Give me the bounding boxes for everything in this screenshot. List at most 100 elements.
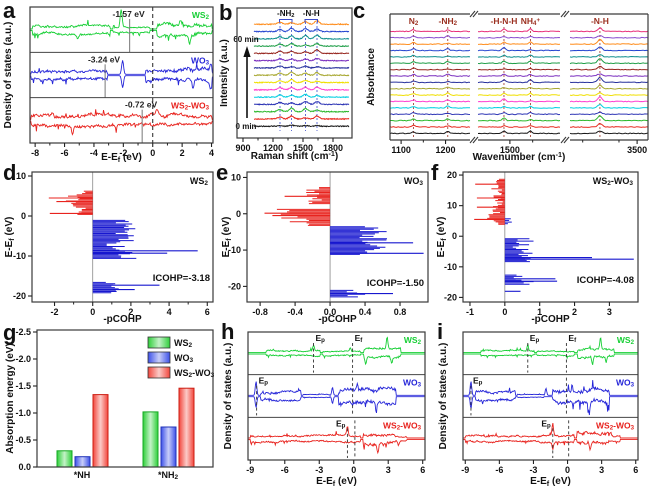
- dos-spin-down-curve: [30, 29, 213, 45]
- y-tick-label: 10: [231, 172, 241, 182]
- dos-spin-up-curve: [463, 337, 638, 354]
- ftir-trace: [477, 117, 561, 122]
- material-label: WS2: [190, 176, 209, 187]
- ftir-trace: [389, 54, 471, 58]
- raman-trace: [253, 42, 350, 48]
- species-label: -NH2: [439, 16, 458, 27]
- x-tick-label: 1800: [323, 143, 343, 153]
- panel-a-letter: a: [3, 0, 16, 23]
- energy-ref-label: Ep: [316, 333, 326, 344]
- ftir-trace: [569, 96, 649, 103]
- dos-spin-down-curve: [30, 120, 213, 136]
- ftir-trace: [389, 73, 471, 77]
- ftir-trace: [477, 87, 561, 90]
- category-label: *NH: [74, 470, 91, 480]
- dos-spin-up-curve: [30, 60, 214, 75]
- dos-spin-up-curve: [463, 423, 638, 439]
- icohp-label: ICOHP=-1.50: [367, 278, 424, 289]
- ftir-trace: [569, 115, 649, 122]
- y-tick-label: -20: [444, 292, 457, 302]
- ftir-trace: [389, 111, 471, 116]
- ftir-trace: [477, 35, 561, 39]
- legend-label: WS2-WO3: [174, 368, 215, 379]
- x-tick-label: 2: [572, 307, 577, 317]
- x-tick-label: -2: [51, 307, 59, 317]
- energy-ref-label: Ep: [259, 376, 269, 387]
- panel-e-frame: [246, 171, 429, 303]
- panel-b-plot: -NH2 -N-H 60 min 0 min 900 1200 1500 1800Raman …: [219, 7, 353, 162]
- energy-ref-label: Ep: [541, 418, 551, 429]
- dos-spin-down-curve: [463, 353, 638, 365]
- ftir-trace: [569, 122, 648, 128]
- legend-swatch: [147, 366, 171, 379]
- y-tick-label: -20: [228, 281, 241, 291]
- material-label: WS2: [617, 335, 635, 346]
- panel-e-letter: e: [216, 160, 229, 185]
- y-tick-label: -2.5: [15, 327, 31, 337]
- y-tick-label: -10: [13, 251, 26, 261]
- dos-spin-down-curve: [463, 438, 638, 452]
- panel-h-letter: h: [221, 319, 235, 344]
- y-tick-label: -2.0: [15, 354, 31, 364]
- ftir-trace: [569, 46, 649, 52]
- x-tick-label: 0: [351, 465, 356, 475]
- ftir-trace: [477, 54, 561, 58]
- raman-trace: [253, 27, 350, 33]
- x-tick-label: 2: [128, 307, 133, 317]
- ftir-trace: [569, 38, 649, 46]
- x-tick-label: 2: [180, 148, 185, 158]
- ftir-trace: [477, 78, 561, 84]
- legend-label: WS2: [174, 338, 193, 349]
- ftir-trace: [478, 73, 561, 77]
- ftir-trace: [389, 60, 471, 65]
- y-axis-label: Absorption energy (eV): [5, 343, 16, 454]
- ftir-trace: [569, 65, 649, 71]
- raman-trace: [254, 107, 350, 113]
- ftir-trace: [477, 124, 561, 128]
- x-tick-label: -2: [119, 148, 127, 158]
- x-tick-label: -6: [495, 465, 503, 475]
- ftir-trace: [569, 84, 649, 90]
- ftir-trace: [477, 60, 561, 65]
- x-axis-label: E-Ef (eV): [530, 476, 571, 488]
- x-tick-label: 900: [235, 143, 250, 153]
- x-tick-label: -9: [246, 465, 254, 475]
- band-center-label: -0.72 eV: [125, 100, 157, 110]
- y-tick-label: 0: [236, 209, 241, 219]
- x-tick-label: -0.4: [287, 307, 303, 317]
- panel-g-letter: g: [3, 320, 17, 345]
- x-tick-label: 1500: [500, 145, 520, 155]
- panel-c-letter: c: [353, 0, 366, 23]
- y-axis-label: E-Ef (eV): [436, 217, 448, 258]
- ftir-trace: [569, 73, 649, 77]
- species-label: N2: [409, 16, 419, 27]
- ftir-trace: [477, 92, 561, 97]
- panel-d-frame: [31, 171, 214, 303]
- x-tick-label: 3: [607, 307, 612, 317]
- axis-break-mark: [560, 10, 570, 18]
- material-label: WS2-WO3: [383, 420, 422, 431]
- dos-spin-up-curve: [248, 426, 425, 439]
- ftir-trace: [569, 92, 649, 97]
- ftir-trace: [477, 46, 561, 52]
- x-tick-label: 0.0: [324, 307, 337, 317]
- ftir-trace: [569, 58, 649, 65]
- x-tick-label: -8: [31, 148, 39, 158]
- x-tick-label: -3: [315, 465, 323, 475]
- y-tick-label: 0.0: [18, 462, 31, 472]
- ftir-trace: [569, 130, 649, 135]
- ftir-trace: [477, 27, 561, 33]
- species-label: -H-N-H: [491, 16, 518, 26]
- y-tick-label: 0: [21, 211, 26, 221]
- raman-trace: [254, 100, 350, 106]
- species-label: -N-H: [591, 16, 609, 26]
- ftir-trace: [389, 124, 471, 128]
- panel-f-frame: [462, 171, 639, 303]
- x-tick-label: 4: [167, 307, 172, 317]
- ftir-trace: [477, 111, 561, 116]
- time-bottom-label: 0 min: [236, 122, 257, 131]
- energy-ref-label: Ep: [530, 333, 540, 344]
- dos-spin-up-curve: [248, 336, 425, 354]
- ftir-trace: [389, 130, 471, 135]
